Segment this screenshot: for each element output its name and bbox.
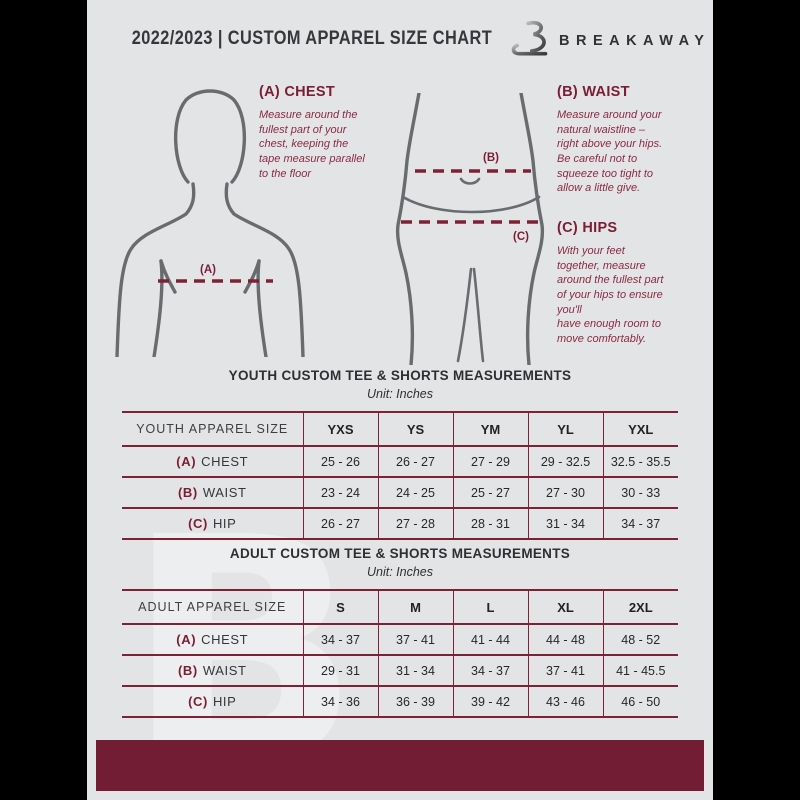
measurement-value: 23 - 24: [302, 476, 378, 509]
measurement-label: (B) WAIST: [122, 476, 303, 509]
measurement-key: (A): [176, 454, 197, 469]
measurement-label: (C) HIP: [122, 685, 303, 718]
measurement-name: HIP: [212, 694, 237, 709]
measurement-value: 25 - 27: [452, 476, 528, 509]
table-header-row: ADULT APPAREL SIZE S M L XL 2XL: [122, 589, 678, 625]
measurement-label: (A) CHEST: [122, 445, 303, 478]
table-header-row: YOUTH APPAREL SIZE YXS YS YM YL YXL: [122, 411, 678, 447]
waist-hips-measurement-figure: (B) (C): [395, 93, 545, 365]
measurement-label: (C) HIP: [122, 507, 303, 540]
measurement-value: 24 - 25: [377, 476, 453, 509]
footer-accent-bar: [96, 740, 704, 791]
measurement-value: 31 - 34: [527, 507, 603, 540]
measurement-value: 30 - 33: [602, 476, 678, 509]
measurement-value: 29 - 32.5: [527, 445, 603, 478]
measurement-value: 41 - 45.5: [602, 654, 678, 687]
table-row: (A) CHEST 34 - 37 37 - 41 41 - 44 44 - 48…: [122, 623, 678, 656]
table-row: (C) HIP 34 - 36 36 - 39 39 - 42 43 - 46 4…: [122, 685, 678, 718]
size-header: YL: [527, 411, 603, 447]
measurement-key: (A): [176, 632, 197, 647]
table-row: (C) HIP 26 - 27 27 - 28 28 - 31 31 - 34 3…: [122, 507, 678, 540]
waist-heading: (B) WAIST: [557, 84, 630, 100]
youth-unit-label: Unit: Inches: [366, 387, 433, 401]
table-row: (B) WAIST 29 - 31 31 - 34 34 - 37 37 - 41…: [122, 654, 678, 687]
measurement-value: 26 - 27: [377, 445, 453, 478]
measurement-value: 37 - 41: [527, 654, 603, 687]
size-header: M: [377, 589, 453, 625]
measurement-value: 41 - 44: [452, 623, 528, 656]
measurement-key: (B): [177, 663, 198, 678]
size-header: YS: [377, 411, 453, 447]
measurement-value: 27 - 29: [452, 445, 528, 478]
measurement-value: 27 - 30: [527, 476, 603, 509]
measurement-key: (C): [188, 694, 208, 709]
waist-guide: (B) WAIST Measure around your natural wa…: [557, 84, 707, 196]
hips-line-label: (C): [513, 231, 529, 243]
measurement-value: 26 - 27: [302, 507, 378, 540]
measurement-name: CHEST: [201, 454, 249, 469]
measurement-value: 27 - 28: [377, 507, 453, 540]
youth-size-table: YOUTH APPAREL SIZE YXS YS YM YL YXL (A) C…: [122, 411, 678, 540]
measurement-label: (A) CHEST: [122, 623, 303, 656]
measurement-value: 34 - 37: [602, 507, 678, 540]
measurement-value: 31 - 34: [377, 654, 453, 687]
waist-description: Measure around your natural waistline – …: [557, 109, 663, 195]
waist-line-label: (B): [483, 152, 499, 164]
hips-guide: (C) HIPS With your feet together, measur…: [557, 220, 707, 346]
size-header: 2XL: [602, 589, 678, 625]
youth-section-title: YOUTH CUSTOM TEE & SHORTS MEASUREMENTS: [228, 368, 572, 383]
adult-size-table: ADULT APPAREL SIZE S M L XL 2XL (A) CHEST…: [122, 589, 678, 718]
table-row: (B) WAIST 23 - 24 24 - 25 25 - 27 27 - 30…: [122, 476, 678, 509]
table-row: (A) CHEST 25 - 26 26 - 27 27 - 29 29 - 32…: [122, 445, 678, 478]
measurement-value: 43 - 46: [527, 685, 603, 718]
size-header: YXL: [602, 411, 678, 447]
chest-line-label: (A): [200, 264, 216, 276]
measurement-value: 48 - 52: [602, 623, 678, 656]
page-title: 2022/2023 | CUSTOM APPAREL SIZE CHART: [131, 28, 493, 49]
measurement-value: 34 - 37: [452, 654, 528, 687]
chest-measurement-figure: (A): [115, 89, 305, 357]
measurement-value: 36 - 39: [377, 685, 453, 718]
size-chart-page: B 2022/2023 | CUSTOM APPAREL SIZE CHART …: [87, 0, 713, 800]
measurement-value: 37 - 41: [377, 623, 453, 656]
measurement-value: 44 - 48: [527, 623, 603, 656]
measurement-key: (B): [177, 485, 198, 500]
measurement-name: WAIST: [202, 663, 247, 678]
hips-heading: (C) HIPS: [557, 220, 618, 236]
size-header: XL: [527, 589, 603, 625]
chest-description: Measure around the fullest part of your …: [259, 109, 365, 180]
size-header: L: [452, 589, 528, 625]
adult-size-column-header: ADULT APPAREL SIZE: [122, 589, 303, 625]
chest-guide: (A) CHEST Measure around the fullest par…: [259, 84, 391, 181]
measurement-name: WAIST: [202, 485, 247, 500]
measurement-value: 25 - 26: [302, 445, 378, 478]
measurement-value: 28 - 31: [452, 507, 528, 540]
measurement-label: (B) WAIST: [122, 654, 303, 687]
chest-heading: (A) CHEST: [259, 84, 335, 100]
hips-description: With your feet together, measure around …: [557, 245, 664, 345]
measurement-name: HIP: [212, 516, 237, 531]
brand-name: BREAKAWAY: [559, 33, 711, 49]
measurement-value: 39 - 42: [452, 685, 528, 718]
adult-unit-label: Unit: Inches: [366, 565, 433, 579]
size-header: YM: [452, 411, 528, 447]
breakaway-b-logo-icon: [511, 18, 548, 56]
measurement-key: (C): [188, 516, 208, 531]
measurement-value: 34 - 36: [302, 685, 378, 718]
measurement-value: 32.5 - 35.5: [602, 445, 678, 478]
measurement-name: CHEST: [201, 632, 249, 647]
measurement-value: 46 - 50: [602, 685, 678, 718]
youth-size-column-header: YOUTH APPAREL SIZE: [122, 411, 303, 447]
measurement-value: 29 - 31: [302, 654, 378, 687]
size-header: YXS: [302, 411, 378, 447]
size-header: S: [302, 589, 378, 625]
measurement-value: 34 - 37: [302, 623, 378, 656]
adult-section-title: ADULT CUSTOM TEE & SHORTS MEASUREMENTS: [229, 546, 571, 561]
